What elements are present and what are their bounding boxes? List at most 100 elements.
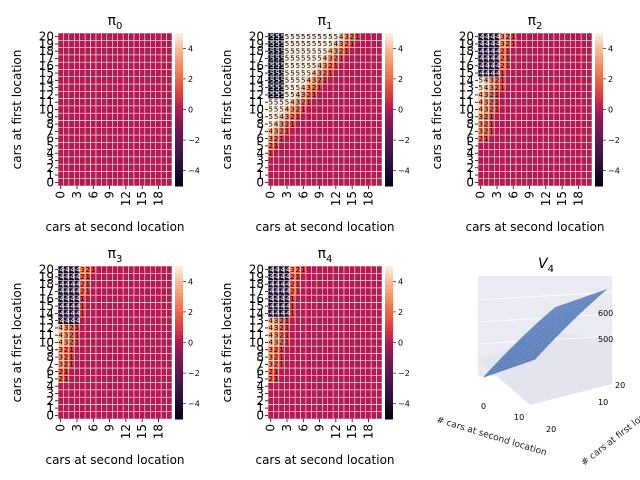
colorbar-segment: [175, 277, 183, 282]
x-tick-label: 15: [555, 191, 569, 206]
heatmap-cell: [343, 353, 350, 361]
heatmap-cell: [322, 389, 328, 398]
heatmap-cell: [128, 294, 135, 303]
heatmap-cell: [322, 375, 328, 383]
heatmap-cell: [294, 345, 301, 354]
cell-annotation: -4: [483, 69, 491, 77]
cell-annotation: 5: [306, 69, 310, 77]
heatmap-cell: [532, 91, 538, 99]
heatmap-cell: [316, 411, 323, 420]
cell-annotation: 1: [91, 266, 95, 274]
heatmap-cell: [160, 142, 167, 150]
heatmap-cell: [155, 273, 162, 281]
colorbar-segment: [175, 48, 183, 53]
colorbar-segment: [385, 277, 393, 282]
heatmap-cell: [117, 316, 124, 325]
heatmap-cell: [322, 280, 328, 289]
heatmap-cell: [580, 76, 587, 85]
heatmap-cell: [526, 83, 533, 92]
heatmap-cell: [376, 127, 383, 136]
heatmap-cell: [300, 324, 307, 332]
heatmap-cell: [365, 69, 372, 77]
heatmap-cell: [360, 294, 366, 303]
heatmap-cell: [144, 389, 151, 398]
heatmap-cell: [365, 142, 372, 150]
heatmap-cell: [354, 91, 361, 99]
heatmap-cell: [84, 120, 91, 128]
heatmap-cell: [278, 404, 285, 412]
heatmap-cell: [343, 178, 350, 187]
y-tick-label: 4: [256, 146, 264, 160]
heatmap-cell: [101, 54, 108, 63]
heatmap-cell: [284, 353, 290, 361]
heatmap-cell: [526, 120, 533, 128]
colorbar-segment: [385, 136, 393, 141]
heatmap-cell: [294, 163, 301, 172]
heatmap-cell: [101, 280, 108, 289]
cell-annotation: 3: [64, 331, 68, 339]
heatmap-cell: [521, 156, 528, 165]
cell-annotation: 2: [64, 361, 68, 369]
heatmap-cell: [160, 149, 167, 158]
heatmap-cell: [515, 120, 522, 128]
colorbar-segment: [385, 296, 393, 301]
heatmap-cell: [144, 105, 151, 114]
heatmap-cell: [370, 360, 377, 369]
heatmap-cell: [90, 367, 97, 376]
heatmap-cell: [139, 91, 146, 99]
heatmap-cell: [483, 163, 490, 172]
heatmap-cell: [365, 265, 372, 274]
colorbar-segment: [385, 40, 393, 45]
heatmap-cell: [370, 294, 377, 303]
heatmap-cell: [553, 127, 560, 136]
heatmap-cell: [316, 163, 323, 172]
colorbar-segment: [385, 98, 393, 103]
heatmap-cell: [79, 156, 86, 165]
cell-annotation: -4: [278, 310, 286, 318]
heatmap-cell: [360, 171, 366, 179]
heatmap-cell: [376, 375, 383, 383]
heatmap-cell: [79, 40, 86, 48]
heatmap-cell: [289, 338, 296, 347]
cell-annotation: 5: [268, 113, 272, 121]
heatmap-cell: [144, 156, 151, 165]
colorbar-segment: [175, 300, 183, 305]
heatmap-cell: [101, 120, 108, 128]
heatmap-cell: [327, 127, 334, 136]
cell-annotation: 2: [268, 375, 272, 383]
colorbar-segment: [175, 33, 183, 38]
heatmap-cell: [300, 178, 307, 187]
heatmap-cell: [79, 331, 86, 340]
x-tick-label: 20: [546, 425, 556, 434]
cell-annotation: 5: [290, 33, 294, 41]
heatmap-cell: [343, 280, 350, 289]
colorbar-tick-label: −2: [188, 136, 200, 145]
heatmap-cell: [133, 112, 140, 121]
cell-annotation: -4: [57, 266, 65, 274]
heatmap-cell: [289, 316, 296, 325]
y-tick-label: 17: [249, 52, 264, 66]
heatmap-cell: [84, 411, 91, 420]
heatmap-cell: [504, 120, 511, 128]
colorbar-segment: [385, 109, 393, 114]
heatmap-cell: [370, 375, 377, 383]
cell-annotation: -4: [267, 266, 275, 274]
heatmap-panel-4: 2 12 13 2 13 2 13 2 14 3 2 14 3 2 14 3 2 14 3 2 1-4-4-4-4 1-4…: [220, 246, 410, 467]
heatmap-cell: [133, 61, 140, 70]
colorbar-tick-label: −4: [398, 167, 410, 176]
heatmap-cell: [74, 389, 80, 398]
heatmap-cell: [553, 112, 560, 121]
colorbar-segment: [175, 338, 183, 343]
heatmap-cell: [160, 331, 167, 340]
heatmap-cell: [526, 105, 533, 114]
heatmap-cell: [160, 134, 167, 143]
heatmap-cell: [160, 338, 167, 347]
colorbar-segment: [385, 415, 393, 420]
heatmap-cell: [360, 149, 366, 158]
x-tick-label: 18: [361, 191, 375, 206]
colorbar-segment: [385, 380, 393, 386]
heatmap-cell: [300, 302, 307, 310]
heatmap-cell: [349, 265, 356, 274]
heatmap-cell: [510, 91, 517, 99]
heatmap-cell: [95, 127, 102, 136]
